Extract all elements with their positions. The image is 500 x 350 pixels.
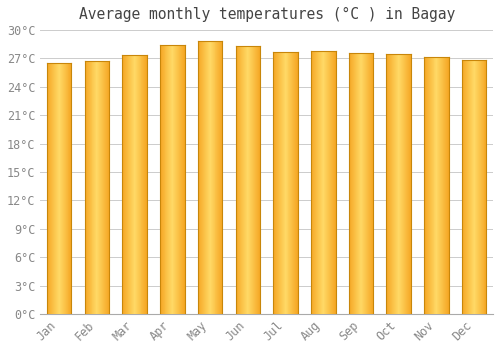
Title: Average monthly temperatures (°C ) in Bagay: Average monthly temperatures (°C ) in Ba… (78, 7, 455, 22)
